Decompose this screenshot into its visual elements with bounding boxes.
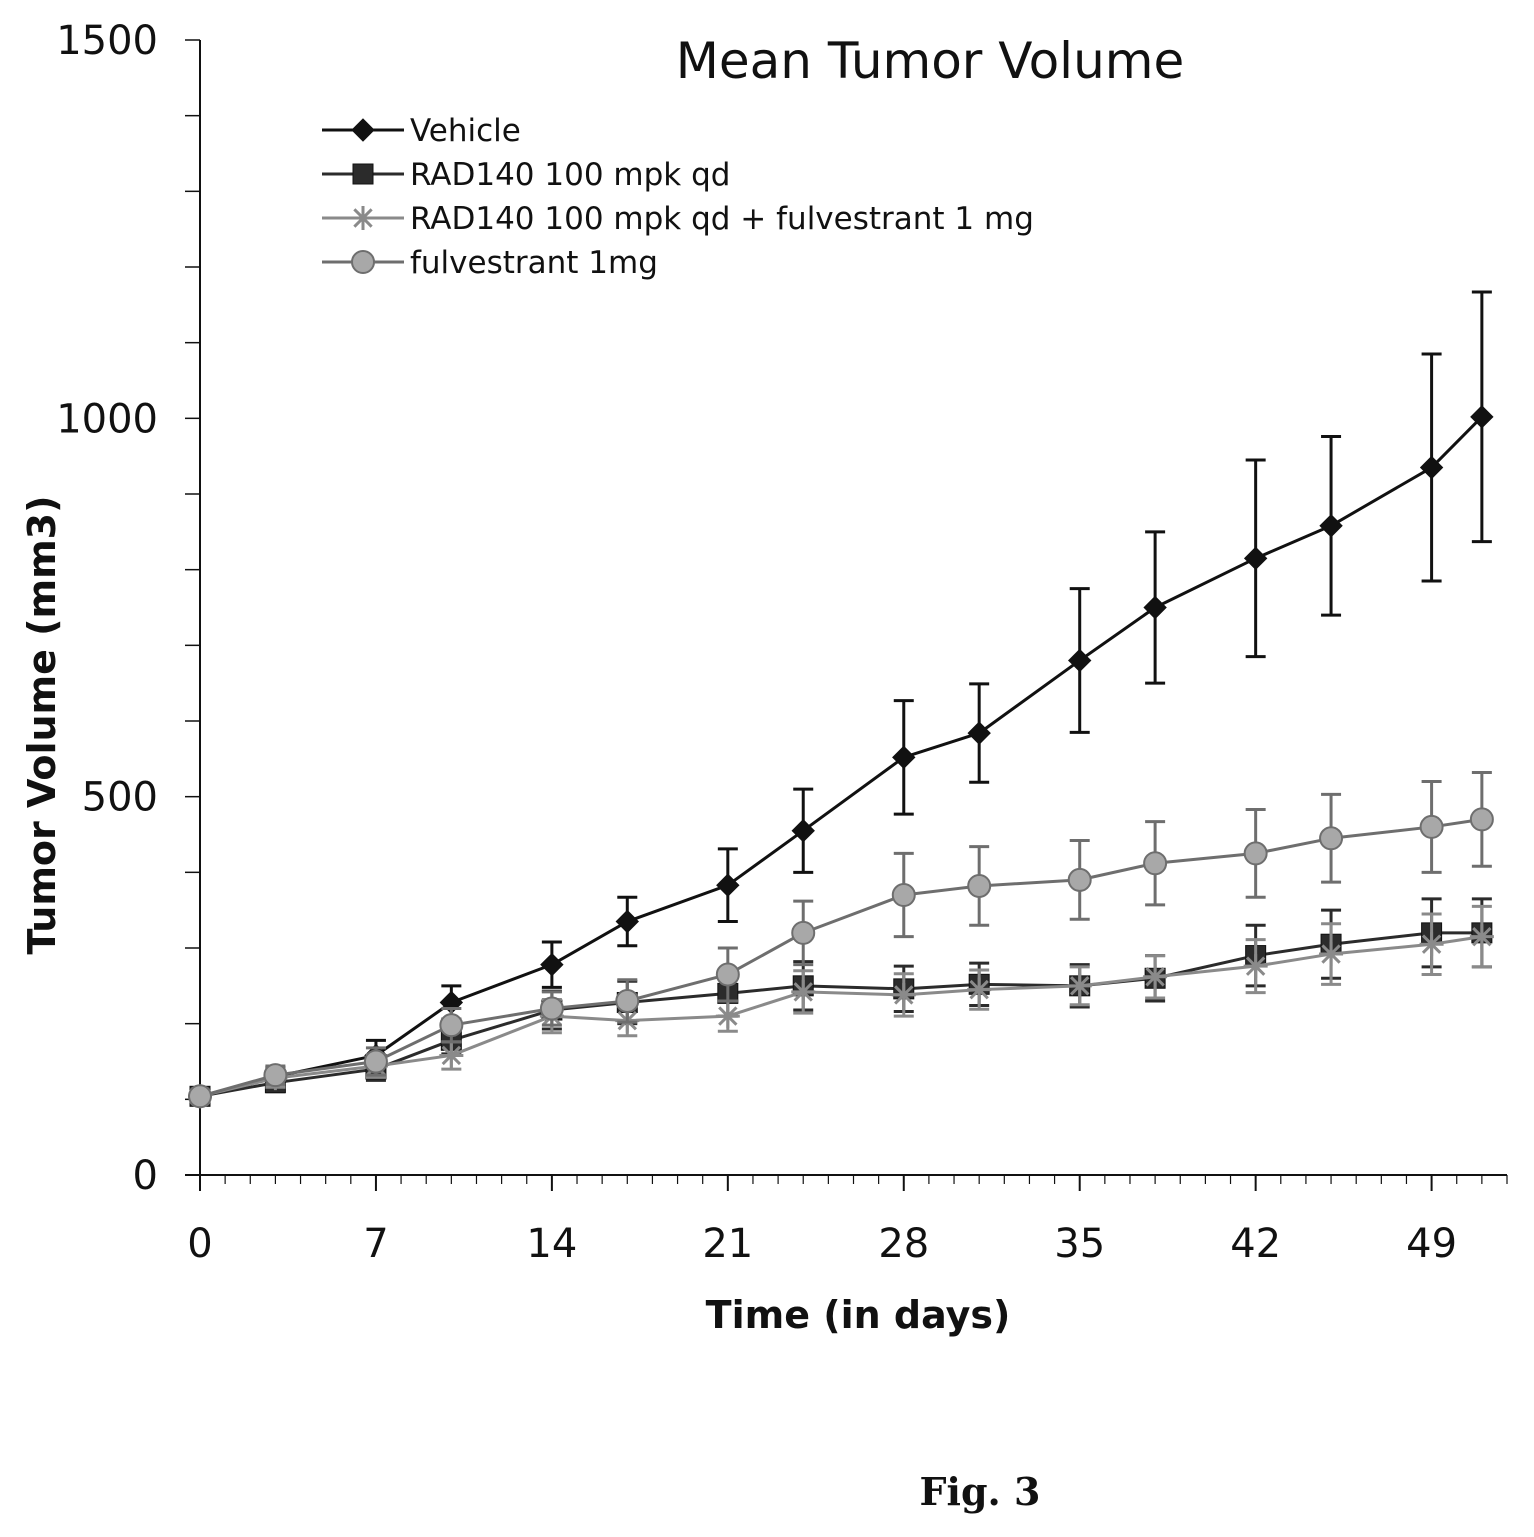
legend-label: Vehicle <box>410 113 521 149</box>
x-tick-label: 7 <box>363 1221 388 1267</box>
series-3 <box>188 770 1494 1109</box>
x-tick-label: 42 <box>1230 1221 1281 1267</box>
series-layer <box>188 290 1494 1109</box>
data-point <box>791 819 815 843</box>
x-tick-label: 35 <box>1054 1221 1105 1267</box>
data-point <box>1419 455 1444 480</box>
data-point <box>1319 514 1343 538</box>
data-point <box>439 1043 464 1068</box>
series-line <box>199 817 1483 1098</box>
data-point <box>1067 867 1092 892</box>
legend-label: fulvestrant 1mg <box>410 245 658 281</box>
minor-ticks <box>185 39 1508 1191</box>
data-point <box>1319 826 1344 851</box>
data-point <box>791 979 816 1004</box>
x-tick-label: 14 <box>526 1221 577 1267</box>
data-point <box>1143 964 1168 989</box>
data-point <box>1469 807 1494 832</box>
y-axis-label: Tumor Volume (mm3) <box>20 496 64 955</box>
data-point <box>1243 546 1268 571</box>
data-point <box>615 988 640 1013</box>
data-point <box>1419 932 1444 957</box>
data-point <box>1243 841 1268 866</box>
data-point <box>1419 814 1444 839</box>
legend-marker <box>351 250 375 274</box>
x-tick-label: 28 <box>878 1221 929 1267</box>
data-point <box>1469 924 1494 949</box>
data-point <box>539 996 564 1021</box>
legend-label: RAD140 100 mpk qd + fulvestrant 1 mg <box>410 201 1034 237</box>
data-point <box>967 721 991 745</box>
y-tick-label: 1500 <box>56 18 158 64</box>
data-point <box>263 1063 288 1088</box>
data-point <box>615 909 639 934</box>
series-line <box>199 415 1483 1098</box>
axes <box>185 40 1507 1176</box>
data-point <box>791 920 816 945</box>
data-point <box>891 982 916 1007</box>
x-tick-labels: 0 7 14 21 28 35 42 49 <box>187 1221 1457 1267</box>
legend: Vehicle RAD140 100 mpk qd RAD140 100 mpk q… <box>322 113 1034 281</box>
data-point <box>716 873 740 897</box>
data-point <box>188 1084 212 1109</box>
legend-item: RAD140 100 mpk qd + fulvestrant 1 mg <box>322 201 1034 237</box>
data-point <box>363 1049 388 1074</box>
figure-caption: Fig. 3 <box>920 1469 1041 1514</box>
x-tick-label: 0 <box>187 1221 212 1267</box>
data-point <box>439 1013 464 1038</box>
data-point <box>967 873 992 898</box>
data-point <box>715 962 740 987</box>
data-point <box>540 952 564 977</box>
legend-marker <box>351 118 375 142</box>
data-point <box>1319 942 1344 967</box>
y-tick-label: 500 <box>82 775 158 821</box>
data-point <box>1470 405 1494 429</box>
y-tick-label: 0 <box>133 1153 158 1199</box>
legend-item: fulvestrant 1mg <box>322 245 658 281</box>
data-point <box>1067 973 1092 998</box>
legend-marker <box>351 206 375 230</box>
legend-item: RAD140 100 mpk qd <box>322 157 730 193</box>
series-0 <box>188 290 1494 1109</box>
data-point <box>967 977 992 1002</box>
y-tick-label: 1000 <box>56 396 158 442</box>
data-point <box>715 1004 740 1029</box>
legend-marker <box>352 163 374 185</box>
y-tick-labels: 0 500 1000 1500 <box>56 18 158 1199</box>
series-2 <box>188 904 1494 1109</box>
series-line <box>199 931 1482 1098</box>
legend-item: Vehicle <box>322 113 521 149</box>
data-point <box>1068 648 1092 673</box>
data-point <box>1143 595 1167 620</box>
data-point <box>892 745 916 770</box>
data-point <box>891 883 916 908</box>
legend-label: RAD140 100 mpk qd <box>410 157 730 193</box>
x-tick-label: 49 <box>1406 1221 1457 1267</box>
data-point <box>1143 851 1168 876</box>
data-point <box>1243 954 1268 979</box>
series-line <box>199 935 1483 1098</box>
chart-title: Mean Tumor Volume <box>676 32 1184 90</box>
x-axis-label: Time (in days) <box>706 1293 1011 1337</box>
x-tick-label: 21 <box>702 1221 753 1267</box>
